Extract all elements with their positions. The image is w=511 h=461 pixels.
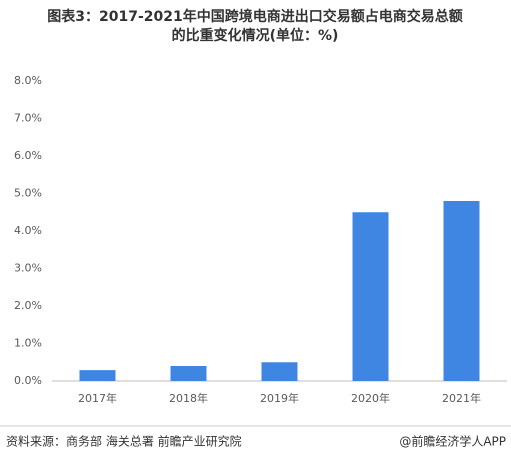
y-tick-label: 7.0% [14, 112, 42, 125]
y-tick-label: 8.0% [14, 74, 42, 87]
x-tick-label: 2017年 [78, 391, 117, 405]
y-tick-label: 6.0% [14, 149, 42, 162]
y-tick-label: 5.0% [14, 187, 42, 200]
bar [170, 366, 207, 381]
bar [443, 201, 480, 381]
chart-title: 图表3：2017-2021年中国跨境电商进出口交易额占电商交易总额 [47, 8, 462, 25]
credit: @前瞻经济学人APP [399, 434, 506, 449]
y-tick-label: 4.0% [14, 224, 42, 237]
y-tick-label: 1.0% [14, 337, 42, 350]
bar [352, 212, 389, 381]
bar [261, 362, 298, 381]
y-tick-label: 2.0% [14, 299, 42, 312]
chart-title: 的比重变化情况(单位：%) [172, 27, 339, 44]
x-tick-label: 2019年 [260, 391, 299, 405]
bar [79, 370, 116, 381]
y-tick-label: 0.0% [14, 374, 42, 387]
source: 资料来源：商务部 海关总署 前瞻产业研究院 [6, 434, 242, 449]
x-tick-label: 2020年 [351, 391, 390, 405]
y-tick-label: 3.0% [14, 262, 42, 275]
x-tick-label: 2018年 [169, 391, 208, 405]
x-tick-label: 2021年 [442, 391, 481, 405]
